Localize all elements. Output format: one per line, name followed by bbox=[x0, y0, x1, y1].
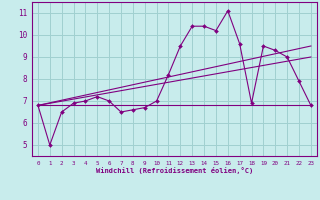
X-axis label: Windchill (Refroidissement éolien,°C): Windchill (Refroidissement éolien,°C) bbox=[96, 167, 253, 174]
